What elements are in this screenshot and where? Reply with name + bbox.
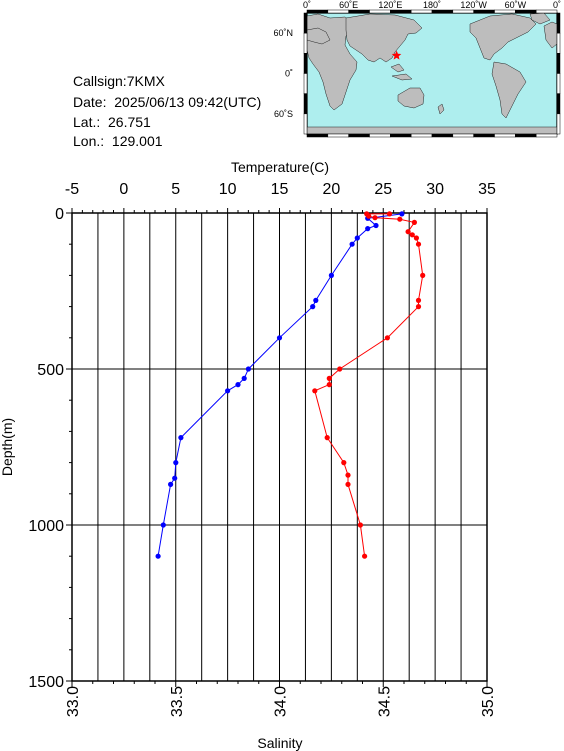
temperature-tick-label: 35	[478, 181, 496, 198]
longitude-label: Lon.: 129.001	[73, 133, 163, 149]
map-longitude-tick-label: 120˚E	[378, 0, 402, 10]
map-longitude-labels: 0˚ 60˚E 120˚E 180˚ 120˚W 60˚W 0˚	[303, 0, 561, 10]
salinity-data-point	[409, 232, 415, 238]
map-frame-segment	[556, 113, 561, 135]
temperature-axis-label: Temperature(C)	[231, 159, 329, 175]
map-latitude-tick-label: 60˚S	[274, 109, 293, 119]
temperature-data-point	[365, 226, 371, 232]
temperature-data-point	[235, 382, 241, 388]
temperature-data-point	[172, 475, 178, 481]
salinity-tick-label: 34.0	[273, 686, 290, 717]
temperature-data-point	[178, 435, 184, 441]
salinity-data-point	[415, 241, 422, 247]
salinity-data-point	[372, 215, 378, 221]
salinity-data-point	[420, 272, 426, 278]
salinity-data-point	[386, 211, 393, 217]
temperature-data-point	[225, 388, 231, 394]
depth-tick-label: 0	[55, 206, 64, 223]
station-marker	[391, 50, 402, 60]
salinity-data-point	[312, 388, 318, 394]
temperature-data-point	[241, 375, 247, 381]
map-longitude-tick-label: 60˚E	[339, 0, 358, 10]
salinity-data-point	[345, 481, 351, 487]
map-latitude-labels: 60˚N 0˚ 60˚S	[273, 28, 293, 119]
latitude-label: Lat.: 26.751	[73, 114, 151, 130]
map-longitude-tick-label: 0˚	[303, 0, 311, 10]
salinity-data-point	[324, 435, 330, 441]
temperature-data-point	[173, 460, 179, 466]
temperature-data-point	[276, 335, 283, 341]
salinity-data-point	[405, 229, 411, 235]
temperature-tick-labels: -5 0 5 10 15 20 25 30 35	[65, 181, 496, 198]
depth-axis-label: Depth(m)	[0, 418, 15, 476]
temperature-data-point	[155, 553, 161, 559]
map-longitude-tick-label: 60˚W	[505, 0, 527, 10]
salinity-data-point	[366, 213, 372, 219]
temperature-data-point	[349, 241, 355, 247]
salinity-data-point	[411, 219, 417, 225]
map-frame-segment	[303, 113, 308, 135]
temperature-data-point	[373, 222, 379, 229]
map-longitude-tick-label: 0˚	[553, 0, 561, 10]
map-longitude-tick-label: 180˚	[423, 0, 441, 10]
temperature-data-point	[313, 297, 319, 303]
salinity-tick-label: 33.0	[65, 686, 82, 717]
temperature-data-point	[168, 481, 174, 487]
temperature-tick-label: 10	[219, 181, 237, 198]
temperature-tick-label: 20	[322, 181, 340, 198]
temperature-tick-label: 30	[426, 181, 444, 198]
salinity-data-point	[345, 472, 351, 478]
salinity-data-point	[415, 304, 422, 310]
salinity-tick-label: 33.5	[169, 686, 186, 717]
depth-tick-labels: 0 500 1000 1500	[28, 206, 64, 691]
temperature-tick-label: -5	[65, 181, 79, 198]
temperature-data-point	[328, 272, 334, 278]
temperature-data-point	[245, 366, 251, 372]
map-frame-segment	[535, 133, 558, 138]
temperature-tick-label: 25	[374, 181, 392, 198]
location-map: 0˚ 60˚E 120˚E 180˚ 120˚W 60˚W 0˚ 60˚N 0˚ 60˚S	[273, 0, 561, 138]
depth-tick-label: 1000	[28, 518, 64, 535]
salinity-data-point	[326, 382, 332, 388]
salinity-data-point	[357, 522, 363, 528]
star-icon	[391, 50, 402, 60]
salinity-tick-label: 35.0	[480, 686, 497, 717]
date-label: Date: 2025/06/13 09:42(UTC)	[73, 94, 262, 110]
series-layer	[155, 211, 426, 559]
temperature-tick-label: 0	[119, 181, 128, 198]
salinity-data-point	[413, 235, 419, 241]
temperature-data-point	[160, 522, 166, 528]
salinity-tick-label: 34.5	[376, 686, 393, 717]
salinity-data-point	[337, 366, 343, 372]
map-latitude-tick-label: 0˚	[285, 69, 293, 79]
salinity-data-point	[384, 335, 390, 341]
salinity-tick-labels: 33.0 33.5 34.0 34.5 35.0	[65, 686, 497, 717]
temperature-data-point	[399, 211, 405, 217]
salinity-data-point	[341, 460, 347, 466]
map-longitude-tick-label: 120˚W	[460, 0, 487, 10]
salinity-axis-label: Salinity	[257, 735, 302, 751]
callsign-label: Callsign:7KMX	[73, 73, 165, 89]
temperature-data-point	[354, 235, 360, 241]
plot-grid	[72, 213, 487, 681]
depth-tick-label: 1500	[28, 674, 64, 691]
temperature-tick-label: 5	[171, 181, 180, 198]
temperature-tick-label: 15	[271, 181, 289, 198]
salinity-data-point	[326, 375, 332, 381]
salinity-data-point	[362, 553, 368, 559]
salinity-data-point	[397, 216, 403, 222]
temperature-data-point	[310, 304, 316, 310]
map-frame-ticks	[303, 9, 561, 138]
map-frame-segment	[535, 9, 558, 14]
map-latitude-tick-label: 60˚N	[273, 28, 293, 38]
plot-ticks	[66, 208, 488, 687]
depth-tick-label: 500	[37, 362, 64, 379]
salinity-data-point	[415, 297, 422, 303]
